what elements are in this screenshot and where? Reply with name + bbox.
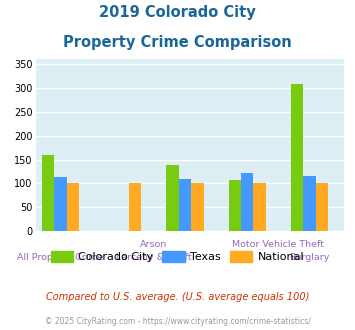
Bar [316,183,328,231]
Bar [166,165,179,231]
Bar [54,177,67,231]
Text: Burglary: Burglary [289,253,330,262]
Bar [42,155,54,231]
Text: Motor Vehicle Theft: Motor Vehicle Theft [232,240,324,248]
Text: All Property Crime: All Property Crime [17,253,104,262]
Text: Compared to U.S. average. (U.S. average equals 100): Compared to U.S. average. (U.S. average … [46,292,309,302]
Bar [179,179,191,231]
Bar [303,176,316,231]
Text: 2019 Colorado City: 2019 Colorado City [99,5,256,20]
Bar [291,84,303,231]
Text: Larceny & Theft: Larceny & Theft [116,253,192,262]
Bar [253,183,266,231]
Bar [191,183,204,231]
Text: © 2025 CityRating.com - https://www.cityrating.com/crime-statistics/: © 2025 CityRating.com - https://www.city… [45,317,310,326]
Bar [241,173,253,231]
Bar [129,183,141,231]
Bar [67,183,79,231]
Bar [229,180,241,231]
Text: Arson: Arson [140,240,168,248]
Text: Property Crime Comparison: Property Crime Comparison [63,35,292,50]
Legend: Colorado City, Texas, National: Colorado City, Texas, National [46,247,309,267]
